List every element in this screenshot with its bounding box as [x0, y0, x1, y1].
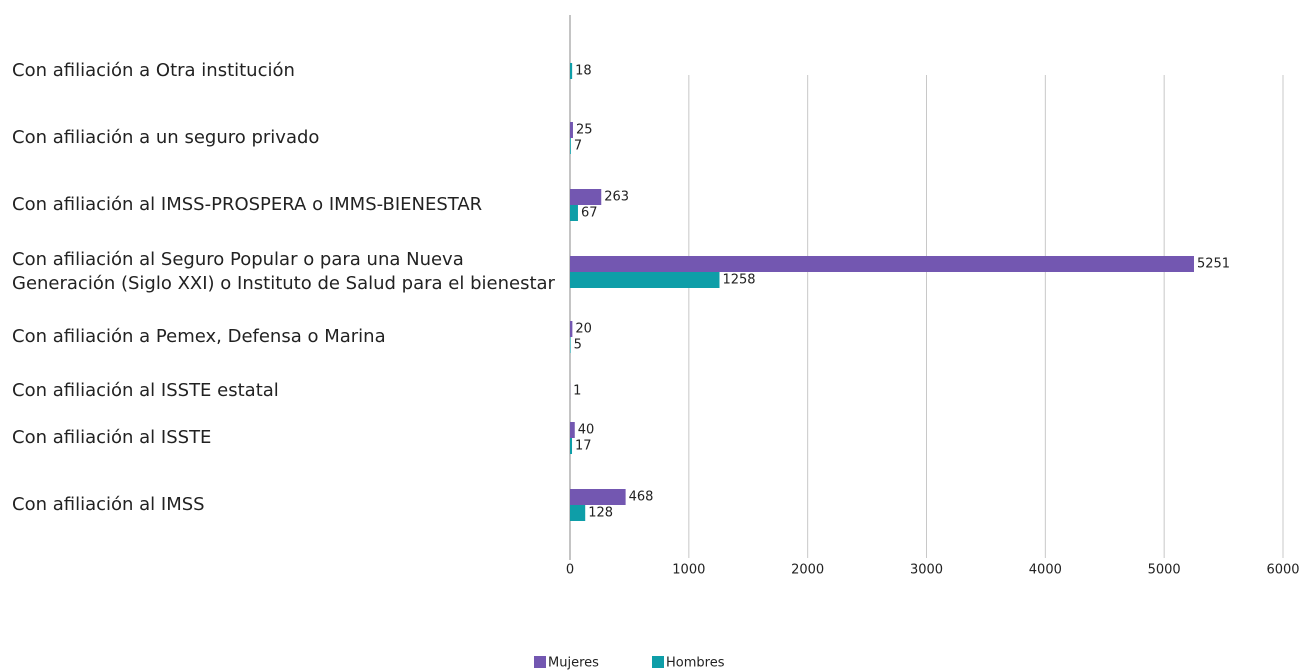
value-label: 7	[574, 139, 582, 154]
bar	[570, 205, 578, 221]
value-label: 20	[575, 322, 592, 337]
value-label: 5	[574, 338, 582, 353]
value-label: 17	[575, 439, 592, 454]
value-label: 263	[604, 190, 629, 205]
category-label: Con afiliación a Pemex, Defensa o Marina	[12, 326, 386, 347]
value-label: 128	[588, 506, 613, 521]
x-tick-label: 4000	[1029, 563, 1062, 578]
bar	[570, 138, 571, 154]
x-tick-label: 3000	[910, 563, 943, 578]
category-label: Con afiliación a un seguro privado	[12, 127, 320, 148]
value-label: 40	[578, 423, 595, 438]
value-label: 468	[629, 490, 654, 505]
bar	[570, 337, 571, 353]
category-label: Con afiliación al Seguro Popular o para …	[12, 249, 555, 294]
value-label: 18	[575, 64, 592, 79]
value-label: 1	[573, 384, 581, 399]
x-tick-label: 0	[566, 563, 574, 578]
category-label: Con afiliación al IMSS-PROSPERA o IMMS-B…	[12, 194, 483, 215]
value-label: 67	[581, 206, 598, 221]
bar	[570, 189, 602, 205]
value-label: 1258	[722, 273, 755, 288]
bar	[570, 63, 573, 79]
bar	[570, 256, 1194, 272]
bar	[570, 489, 626, 505]
bar	[570, 438, 573, 454]
bar	[570, 321, 573, 337]
legend-swatch	[652, 656, 664, 668]
x-tick-label: 5000	[1148, 563, 1181, 578]
legend-swatch	[534, 656, 546, 668]
legend-label: Hombres	[666, 656, 725, 671]
value-label: 25	[576, 123, 593, 138]
bar	[570, 272, 720, 288]
category-label: Con afiliación al IMSS	[12, 494, 205, 515]
category-label: Con afiliación al ISSTE estatal	[12, 380, 279, 401]
value-label: 5251	[1197, 257, 1230, 272]
category-label: Con afiliación al ISSTE	[12, 427, 212, 448]
x-tick-label: 1000	[672, 563, 705, 578]
x-tick-label: 6000	[1266, 563, 1299, 578]
bar	[570, 122, 573, 138]
bar	[570, 505, 586, 521]
category-label: Con afiliación a Otra institución	[12, 60, 295, 81]
legend-label: Mujeres	[548, 656, 599, 671]
bar	[570, 422, 575, 438]
x-tick-label: 2000	[791, 563, 824, 578]
